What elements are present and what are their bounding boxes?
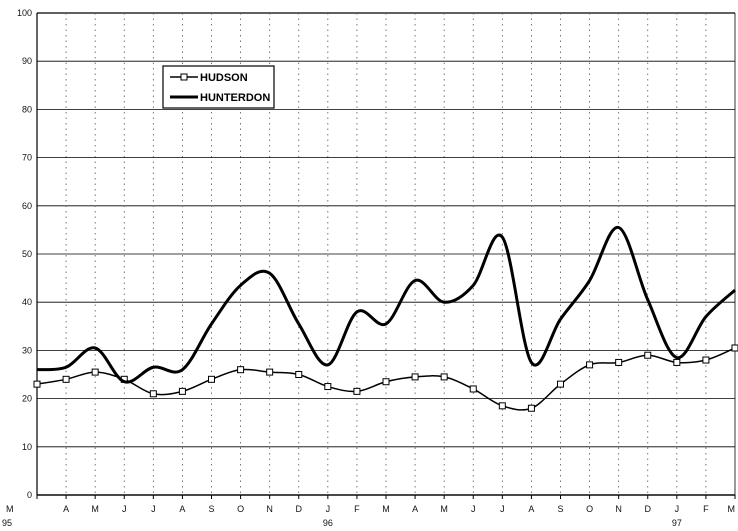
y-tick-label-10: 10: [22, 442, 32, 452]
data-point-hudson-2: [91, 368, 99, 376]
x-tick-label-2: M: [91, 504, 99, 514]
y-tick-label-70: 70: [22, 153, 32, 163]
x-tick-label-22: J: [675, 504, 680, 514]
x-tick-label-21: D: [645, 504, 652, 514]
data-point-hudson-24: [731, 344, 738, 352]
x-tick-label-4: J: [151, 504, 156, 514]
x-year-label-95: 95: [2, 518, 12, 528]
x-tick-label-8: N: [266, 504, 273, 514]
legend: HUDSON HUNTERDON: [162, 65, 275, 109]
data-point-hudson-20: [615, 358, 623, 366]
x-year-label-97: 97: [672, 518, 682, 528]
y-tick-label-40: 40: [22, 297, 32, 307]
data-point-hudson-16: [498, 402, 506, 410]
x-axis-tick-labels: M A M J J A S O N D J F M A M J J A S O N D J F M 95 96 97: [2, 504, 735, 528]
data-point-hudson-8: [266, 368, 274, 376]
x-tick-label-18: S: [557, 504, 563, 514]
x-tick-label-12: M: [382, 504, 390, 514]
x-tick-label-14: M: [440, 504, 448, 514]
data-point-hudson-17: [527, 404, 535, 412]
data-point-hudson-9: [295, 371, 303, 378]
data-point-hudson-10: [324, 383, 332, 391]
x-tick-label-3: J: [122, 504, 127, 514]
x-tick-label-10: J: [326, 504, 331, 514]
x-year-label-96: 96: [323, 518, 333, 528]
legend-label-hudson: HUDSON: [200, 72, 248, 84]
x-tick-label-6: S: [208, 504, 214, 514]
y-tick-label-60: 60: [22, 201, 32, 211]
x-tick-label-11: F: [354, 504, 360, 514]
x-tick-label-24: M: [728, 504, 736, 514]
data-point-hudson-13: [411, 373, 419, 381]
data-point-hudson-5: [178, 387, 186, 395]
data-point-hudson-11: [353, 387, 361, 395]
data-point-hudson-14: [440, 373, 448, 381]
data-point-hudson-7: [237, 366, 245, 374]
data-point-hudson-6: [208, 375, 215, 383]
x-tick-label-20: N: [615, 504, 622, 514]
x-tick-label-13: A: [412, 504, 418, 514]
grid: [37, 12, 735, 496]
data-point-hudson-4: [149, 390, 157, 398]
axes: [36, 13, 736, 499]
y-tick-label-90: 90: [22, 56, 32, 66]
y-tick-label-80: 80: [22, 104, 32, 114]
x-tick-label-0: M: [6, 504, 14, 514]
legend-label-hunterdon: HUNTERDON: [200, 92, 270, 104]
legend-box: [162, 65, 275, 109]
x-tick-label-17: A: [528, 504, 534, 514]
x-tick-label-7: O: [237, 504, 244, 514]
data-point-hudson-21: [644, 351, 652, 359]
data-point-hudson-23: [702, 356, 710, 364]
data-point-hudson-18: [557, 380, 564, 388]
data-point-hudson-12: [382, 378, 390, 386]
data-point-hudson-15: [469, 385, 477, 393]
y-axis-tick-labels: 0 10 20 30 40 50 60 70 80 90 100: [17, 8, 32, 500]
y-tick-label-100: 100: [17, 8, 32, 18]
series-line-hunterdon: [36, 225, 737, 384]
x-tick-label-19: O: [586, 504, 593, 514]
x-tick-label-23: F: [703, 504, 709, 514]
data-point-hudson-1: [62, 375, 70, 383]
x-tick-label-15: J: [471, 504, 476, 514]
y-tick-label-30: 30: [22, 345, 32, 355]
data-point-hudson-19: [586, 361, 594, 369]
y-tick-label-0: 0: [27, 490, 32, 500]
legend-marker-hudson: [180, 73, 188, 81]
y-tick-label-50: 50: [22, 249, 32, 259]
x-tick-label-16: J: [500, 504, 505, 514]
data-point-hudson-0: [33, 380, 41, 388]
data-point-hudson-22: [673, 358, 681, 366]
x-tick-label-9: D: [296, 504, 303, 514]
series-lines: [33, 225, 738, 412]
x-tick-label-5: A: [179, 504, 185, 514]
y-tick-label-20: 20: [22, 394, 32, 404]
x-tick-label-1: A: [63, 504, 69, 514]
